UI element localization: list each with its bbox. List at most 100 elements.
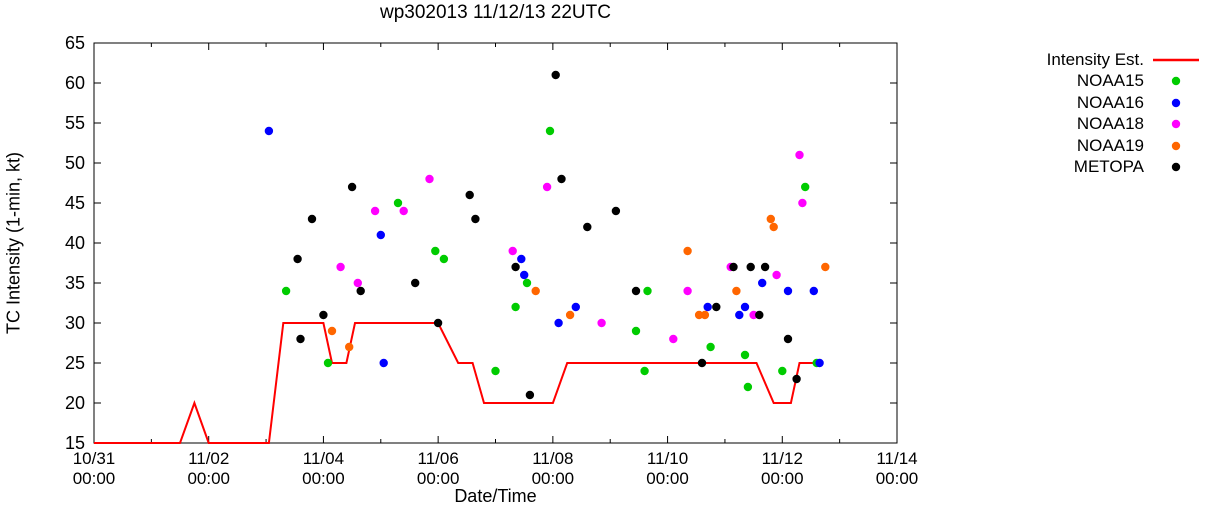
data-point-metopa bbox=[755, 310, 764, 320]
data-point-metopa bbox=[783, 334, 793, 344]
x-tick-label-time: 00:00 bbox=[646, 469, 689, 488]
data-point-noaa19 bbox=[327, 326, 337, 336]
legend-dot-sample bbox=[1152, 73, 1200, 89]
x-tick-label-date: 11/10 bbox=[647, 449, 688, 468]
data-point-metopa bbox=[347, 182, 357, 192]
x-tick-label-date: 10/31 bbox=[73, 449, 116, 468]
data-point-metopa bbox=[307, 214, 317, 224]
data-point-metopa bbox=[551, 70, 560, 80]
data-point-noaa18 bbox=[508, 246, 517, 256]
data-point-noaa18 bbox=[597, 318, 606, 328]
data-point-noaa19 bbox=[345, 342, 354, 352]
legend-item: NOAA18 bbox=[960, 114, 1200, 136]
data-point-metopa bbox=[746, 262, 755, 272]
x-tick-label-time: 00:00 bbox=[532, 469, 575, 488]
data-point-metopa bbox=[631, 286, 641, 296]
data-point-metopa bbox=[712, 302, 721, 312]
legend-line-sample bbox=[1152, 52, 1200, 68]
legend-label: NOAA19 bbox=[1076, 135, 1144, 155]
y-tick-label: 35 bbox=[65, 273, 85, 293]
x-tick-label-date: 11/04 bbox=[303, 449, 344, 468]
x-tick-label-time: 00:00 bbox=[761, 469, 804, 488]
legend-item: NOAA19 bbox=[960, 135, 1200, 157]
data-point-noaa16 bbox=[264, 126, 274, 136]
y-tick-label: 60 bbox=[65, 73, 85, 93]
data-point-noaa18 bbox=[353, 278, 362, 288]
data-point-metopa bbox=[433, 318, 443, 328]
data-point-noaa16 bbox=[735, 310, 744, 320]
x-tick-label-date: 11/02 bbox=[188, 449, 229, 468]
x-tick-label-time: 00:00 bbox=[73, 469, 116, 488]
legend-item: NOAA16 bbox=[960, 92, 1200, 114]
x-tick-label-time: 00:00 bbox=[876, 469, 919, 488]
data-point-metopa bbox=[293, 254, 302, 264]
y-tick-label: 40 bbox=[65, 233, 85, 253]
legend: Intensity Est. NOAA15 NOAA16 NOAA18 NOAA19 ME… bbox=[960, 49, 1200, 178]
data-point-noaa16 bbox=[758, 278, 767, 288]
x-tick-label-date: 11/06 bbox=[418, 449, 459, 468]
data-point-metopa bbox=[465, 190, 474, 200]
data-point-metopa bbox=[411, 278, 420, 288]
data-point-noaa15 bbox=[323, 358, 333, 368]
y-tick-label: 30 bbox=[65, 313, 85, 333]
x-tick-label-time: 00:00 bbox=[187, 469, 230, 488]
data-point-noaa16 bbox=[740, 302, 750, 312]
data-point-noaa19 bbox=[565, 310, 575, 320]
data-point-noaa15 bbox=[522, 278, 532, 288]
data-point-noaa16 bbox=[376, 230, 385, 240]
data-point-noaa16 bbox=[783, 286, 793, 296]
data-point-metopa bbox=[511, 262, 520, 272]
data-point-metopa bbox=[296, 334, 305, 344]
x-tick-label-date: 11/08 bbox=[532, 449, 573, 468]
legend-dot-sample bbox=[1152, 159, 1200, 175]
data-point-metopa bbox=[697, 358, 707, 368]
x-tick-label-time: 00:00 bbox=[302, 469, 345, 488]
data-point-metopa bbox=[792, 374, 801, 384]
data-point-noaa19 bbox=[694, 310, 704, 320]
data-point-metopa bbox=[525, 390, 535, 400]
data-point-noaa15 bbox=[439, 254, 449, 264]
data-point-metopa bbox=[557, 174, 566, 184]
data-point-noaa15 bbox=[431, 246, 440, 256]
data-point-noaa18 bbox=[798, 198, 807, 208]
data-point-noaa19 bbox=[769, 222, 778, 232]
data-point-metopa bbox=[760, 262, 770, 272]
data-point-noaa16 bbox=[571, 302, 580, 312]
data-point-metopa bbox=[356, 286, 365, 296]
y-tick-label: 45 bbox=[65, 193, 85, 213]
data-point-metopa bbox=[471, 214, 480, 224]
data-point-noaa15 bbox=[491, 366, 500, 376]
intensity-line bbox=[94, 322, 823, 444]
data-point-noaa18 bbox=[772, 270, 781, 280]
data-point-noaa15 bbox=[545, 126, 555, 136]
data-point-metopa bbox=[583, 222, 592, 232]
data-point-noaa18 bbox=[683, 286, 692, 296]
data-point-noaa19 bbox=[766, 214, 775, 224]
x-tick-label-time: 00:00 bbox=[417, 469, 460, 488]
x-tick-label-date: 11/14 bbox=[876, 449, 917, 468]
data-point-noaa18 bbox=[399, 206, 408, 216]
data-point-metopa bbox=[611, 206, 621, 216]
data-point-noaa18 bbox=[425, 174, 434, 184]
legend-dot-sample bbox=[1152, 116, 1200, 132]
y-axis-label: TC Intensity (1-min, kt) bbox=[3, 151, 24, 335]
data-point-noaa15 bbox=[631, 326, 641, 336]
legend-dot-sample bbox=[1152, 138, 1200, 154]
data-point-noaa15 bbox=[281, 286, 291, 296]
legend-label: METOPA bbox=[1073, 157, 1144, 177]
data-point-noaa15 bbox=[393, 198, 403, 208]
data-point-noaa18 bbox=[542, 182, 552, 192]
legend-item: NOAA15 bbox=[960, 71, 1200, 93]
data-point-noaa15 bbox=[743, 382, 753, 392]
data-point-noaa19 bbox=[700, 310, 710, 320]
data-point-noaa19 bbox=[821, 262, 830, 272]
legend-dot-sample bbox=[1152, 95, 1200, 111]
data-point-noaa16 bbox=[809, 286, 818, 296]
data-point-noaa18 bbox=[795, 150, 804, 160]
data-point-metopa bbox=[319, 310, 328, 320]
data-point-noaa16 bbox=[815, 358, 824, 368]
data-point-noaa19 bbox=[531, 286, 540, 296]
data-point-noaa15 bbox=[640, 366, 649, 376]
